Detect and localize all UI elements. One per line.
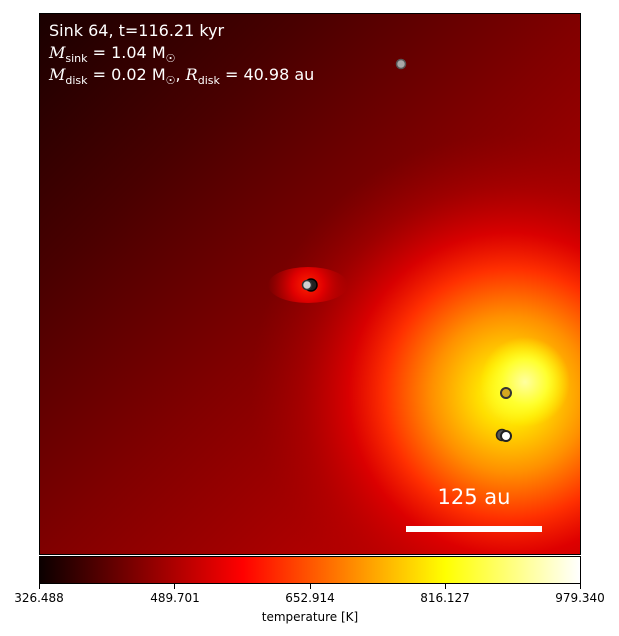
sink-marker: [395, 58, 407, 70]
colorbar-tick-label: 489.701: [150, 591, 200, 605]
colorbar-tick: [310, 584, 311, 589]
colorbar-tick-label: 979.340: [555, 591, 605, 605]
colorbar-tick: [445, 584, 446, 589]
colorbar-tick: [174, 584, 175, 589]
disk-properties: Mdisk = 0.02 M☉, Rdisk = 40.98 au: [49, 65, 315, 88]
colorbar-tick: [39, 584, 40, 589]
sink-marker: [301, 279, 313, 291]
sink-mass: Msink = 1.04 M☉: [49, 43, 176, 66]
temperature-map: 125 au: [39, 13, 581, 555]
colorbar-tick: [580, 584, 581, 589]
colorbar-tick-label: 816.127: [420, 591, 470, 605]
colorbar-gradient: [40, 557, 580, 583]
colorbar-tick-label: 326.488: [14, 591, 64, 605]
sink-marker: [500, 387, 512, 399]
temperature-map-image: 125 au: [40, 14, 580, 554]
sink-marker: [500, 430, 512, 442]
colorbar-label: temperature [K]: [261, 610, 359, 624]
sink-title: Sink 64, t=116.21 kyr: [49, 21, 225, 40]
colorbar: [39, 556, 581, 584]
scale-bar: [406, 526, 542, 532]
colorbar-tick-label: 652.914: [285, 591, 335, 605]
scale-bar-label: 125 au: [438, 485, 511, 509]
